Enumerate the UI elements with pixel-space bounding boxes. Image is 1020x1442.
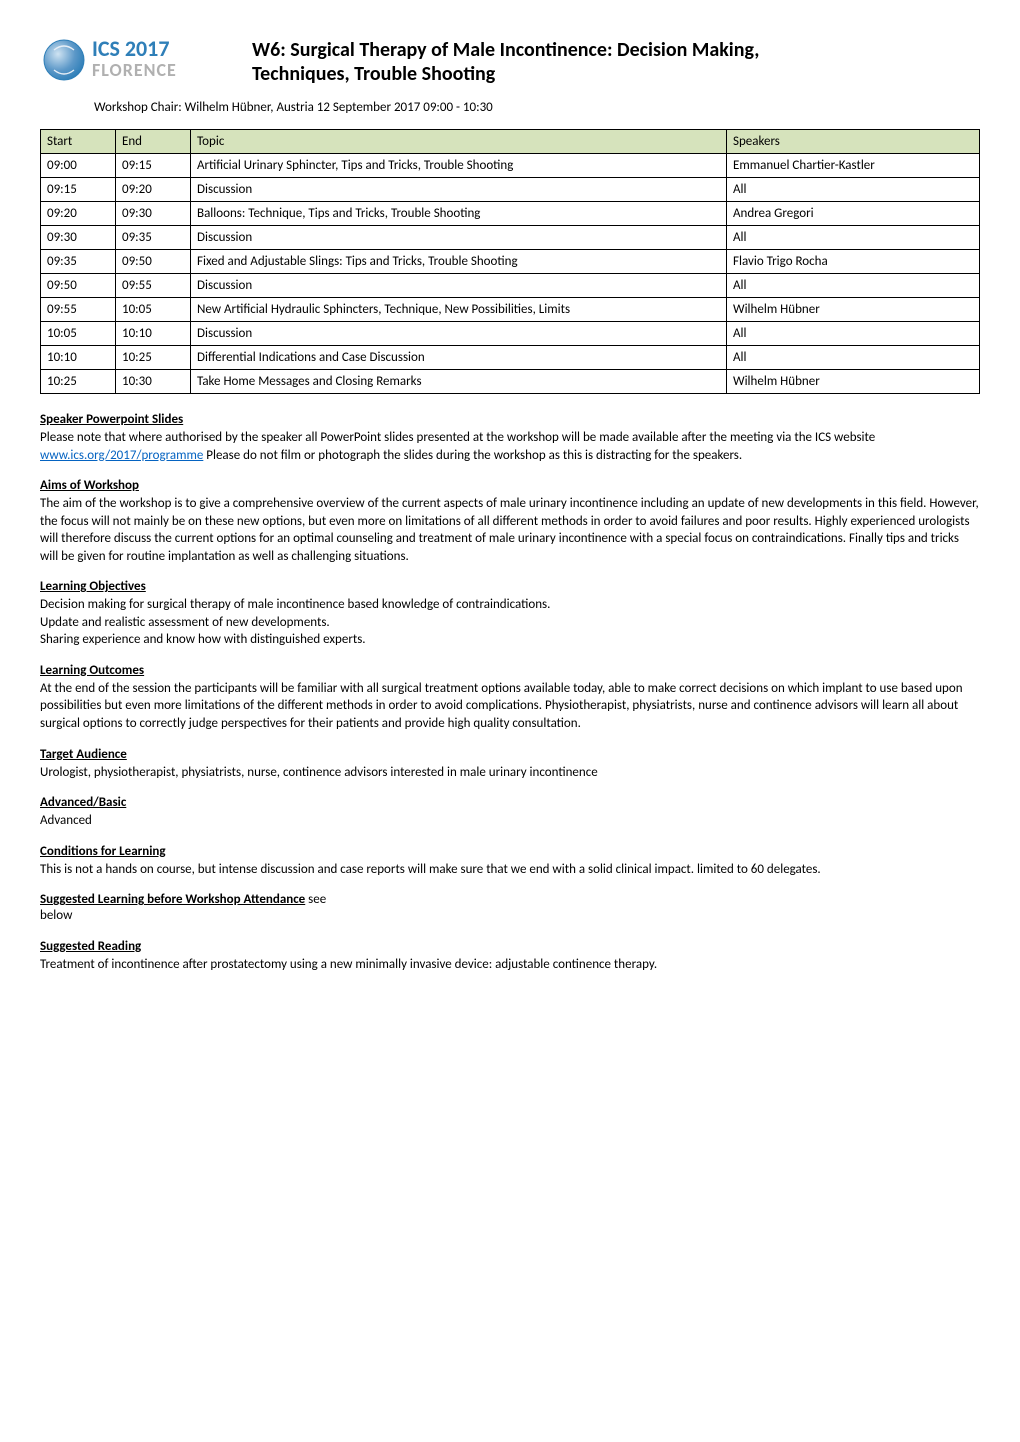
heading-learning-objectives: Learning Objectives xyxy=(40,579,980,594)
table-row: 09:3009:35DiscussionAll xyxy=(41,226,980,250)
body-suggested-reading: Treatment of incontinence after prostate… xyxy=(40,956,980,974)
table-row: 10:2510:30Take Home Messages and Closing… xyxy=(41,370,980,394)
cell-topic: Discussion xyxy=(191,274,727,298)
body-learning-outcomes: At the end of the session the participan… xyxy=(40,680,980,733)
table-row: 10:1010:25Differential Indications and C… xyxy=(41,346,980,370)
programme-link[interactable]: www.ics.org/2017/programme xyxy=(40,448,203,463)
cell-topic: Artificial Urinary Sphincter, Tips and T… xyxy=(191,154,727,178)
cell-speakers: All xyxy=(727,274,980,298)
cell-end: 09:15 xyxy=(116,154,191,178)
heading-learning-outcomes: Learning Outcomes xyxy=(40,663,980,678)
cell-speakers: All xyxy=(727,226,980,250)
cell-start: 09:55 xyxy=(41,298,116,322)
cell-speakers: All xyxy=(727,346,980,370)
cell-speakers: Andrea Gregori xyxy=(727,202,980,226)
body-aims: The aim of the workshop is to give a com… xyxy=(40,495,980,565)
body-target-audience: Urologist, physiotherapist, physiatrists… xyxy=(40,764,980,782)
cell-start: 09:50 xyxy=(41,274,116,298)
body-speaker-slides: Please note that where authorised by the… xyxy=(40,429,980,464)
cell-topic: Balloons: Technique, Tips and Tricks, Tr… xyxy=(191,202,727,226)
table-row: 09:0009:15Artificial Urinary Sphincter, … xyxy=(41,154,980,178)
cell-topic: New Artificial Hydraulic Sphincters, Tec… xyxy=(191,298,727,322)
table-row: 09:1509:20DiscussionAll xyxy=(41,178,980,202)
suggested-learning-suffix: see xyxy=(305,892,326,907)
cell-speakers: Wilhelm Hübner xyxy=(727,370,980,394)
objective-line: Sharing experience and know how with dis… xyxy=(40,631,980,649)
cell-end: 09:55 xyxy=(116,274,191,298)
cell-start: 09:20 xyxy=(41,202,116,226)
text-pre: Please note that where authorised by the… xyxy=(40,430,875,445)
section-advanced-basic: Advanced/Basic Advanced xyxy=(40,795,980,830)
section-learning-objectives: Learning Objectives Decision making for … xyxy=(40,579,980,649)
th-topic: Topic xyxy=(191,130,727,154)
table-header-row: Start End Topic Speakers xyxy=(41,130,980,154)
body-learning-objectives: Decision making for surgical therapy of … xyxy=(40,596,980,649)
text-post: Please do not film or photograph the sli… xyxy=(203,448,742,463)
schedule-table: Start End Topic Speakers 09:0009:15Artif… xyxy=(40,129,980,394)
section-suggested-reading: Suggested Reading Treatment of incontine… xyxy=(40,939,980,974)
cell-start: 10:05 xyxy=(41,322,116,346)
cell-speakers: All xyxy=(727,322,980,346)
heading-aims: Aims of Workshop xyxy=(40,478,980,493)
cell-end: 09:30 xyxy=(116,202,191,226)
table-row: 09:2009:30Balloons: Technique, Tips and … xyxy=(41,202,980,226)
section-learning-outcomes: Learning Outcomes At the end of the sess… xyxy=(40,663,980,733)
table-row: 09:3509:50Fixed and Adjustable Slings: T… xyxy=(41,250,980,274)
body-conditions: This is not a hands on course, but inten… xyxy=(40,861,980,879)
workshop-chair-line: Workshop Chair: Wilhelm Hübner, Austria … xyxy=(94,100,980,115)
cell-end: 09:35 xyxy=(116,226,191,250)
cell-start: 09:30 xyxy=(41,226,116,250)
section-target-audience: Target Audience Urologist, physiotherapi… xyxy=(40,747,980,782)
cell-start: 09:35 xyxy=(41,250,116,274)
title-line1: W6: Surgical Therapy of Male Incontinenc… xyxy=(252,38,980,62)
table-row: 09:5510:05New Artificial Hydraulic Sphin… xyxy=(41,298,980,322)
cell-end: 09:50 xyxy=(116,250,191,274)
cell-topic: Discussion xyxy=(191,322,727,346)
table-row: 10:0510:10DiscussionAll xyxy=(41,322,980,346)
cell-speakers: Flavio Trigo Rocha xyxy=(727,250,980,274)
cell-start: 09:00 xyxy=(41,154,116,178)
cell-topic: Fixed and Adjustable Slings: Tips and Tr… xyxy=(191,250,727,274)
objective-line: Update and realistic assessment of new d… xyxy=(40,614,980,632)
heading-suggested-learning: Suggested Learning before Workshop Atten… xyxy=(40,892,305,907)
section-aims: Aims of Workshop The aim of the workshop… xyxy=(40,478,980,565)
cell-end: 10:05 xyxy=(116,298,191,322)
section-suggested-learning: Suggested Learning before Workshop Atten… xyxy=(40,892,980,925)
th-end: End xyxy=(116,130,191,154)
heading-suggested-reading: Suggested Reading xyxy=(40,939,980,954)
body-advanced-basic: Advanced xyxy=(40,812,980,830)
th-start: Start xyxy=(41,130,116,154)
logo-bottom-text: FLORENCE xyxy=(92,59,177,81)
body-suggested-learning: below xyxy=(40,907,980,925)
cell-end: 10:30 xyxy=(116,370,191,394)
cell-speakers: Wilhelm Hübner xyxy=(727,298,980,322)
th-speakers: Speakers xyxy=(727,130,980,154)
ics-logo: ICS 2017 FLORENCE xyxy=(40,36,240,84)
cell-speakers: All xyxy=(727,178,980,202)
cell-end: 10:25 xyxy=(116,346,191,370)
title-line2: Techniques, Trouble Shooting xyxy=(252,62,980,86)
heading-advanced-basic: Advanced/Basic xyxy=(40,795,980,810)
header: ICS 2017 FLORENCE W6: Surgical Therapy o… xyxy=(40,36,980,86)
heading-target-audience: Target Audience xyxy=(40,747,980,762)
cell-start: 10:25 xyxy=(41,370,116,394)
heading-suggested-learning-row: Suggested Learning before Workshop Atten… xyxy=(40,892,980,907)
cell-end: 09:20 xyxy=(116,178,191,202)
cell-speakers: Emmanuel Chartier-Kastler xyxy=(727,154,980,178)
title-block: W6: Surgical Therapy of Male Incontinenc… xyxy=(252,36,980,86)
cell-end: 10:10 xyxy=(116,322,191,346)
cell-topic: Discussion xyxy=(191,178,727,202)
cell-start: 09:15 xyxy=(41,178,116,202)
heading-speaker-slides: Speaker Powerpoint Slides xyxy=(40,412,980,427)
section-conditions: Conditions for Learning This is not a ha… xyxy=(40,844,980,879)
cell-topic: Differential Indications and Case Discus… xyxy=(191,346,727,370)
objective-line: Decision making for surgical therapy of … xyxy=(40,596,980,614)
section-speaker-slides: Speaker Powerpoint Slides Please note th… xyxy=(40,412,980,464)
heading-conditions: Conditions for Learning xyxy=(40,844,980,859)
cell-topic: Discussion xyxy=(191,226,727,250)
cell-start: 10:10 xyxy=(41,346,116,370)
cell-topic: Take Home Messages and Closing Remarks xyxy=(191,370,727,394)
table-row: 09:5009:55DiscussionAll xyxy=(41,274,980,298)
